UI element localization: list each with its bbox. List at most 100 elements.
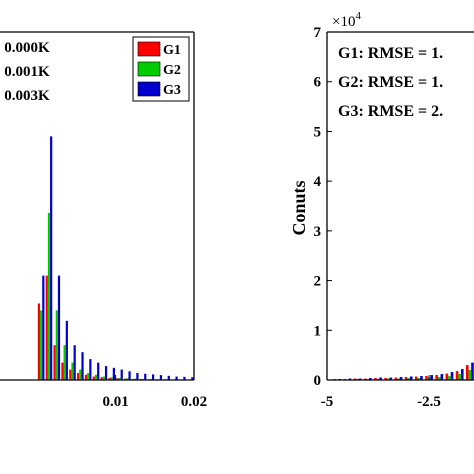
right-annotation-1: G1: RMSE = 1. [338,45,443,62]
right-yticks: 0 1 2 3 4 5 6 7 [314,25,332,389]
bar-g2 [47,212,51,380]
right-xticks: -5 -2.5 [321,375,441,410]
right-ytick-label: 6 [314,75,322,91]
bar-g1 [435,375,438,380]
bar-g3 [191,377,194,380]
bar-g1 [404,377,408,380]
bar-g2 [87,373,90,380]
bar-g1 [353,378,357,380]
bar-g2 [110,377,113,380]
right-xtick-label: -5 [321,394,334,410]
bar-g3 [128,371,131,380]
legend-swatch-g2 [137,61,161,77]
bar-g2 [417,378,421,380]
bar-g3 [159,375,163,380]
right-ytick-label: 7 [314,25,322,41]
bar-g2 [386,378,390,380]
bar-g1 [100,377,103,380]
right-ytick-label: 0 [314,373,322,389]
bar-g2 [63,345,66,380]
bar-g1 [69,369,72,380]
right-multiplier-exp: 4 [355,10,361,22]
bar-g2 [126,378,129,380]
bar-g2 [71,362,74,380]
bar-g2 [94,374,98,380]
bar-g3 [399,377,403,380]
bar-g3 [112,367,115,380]
bar-g3 [57,275,61,380]
bar-g3 [183,376,186,380]
bar-g3 [65,320,68,380]
bar-g2 [79,369,82,380]
bar-g3 [440,374,444,380]
right-multiplier-base: ×10 [332,14,355,30]
bar-g1 [108,377,111,380]
bar-g1 [363,378,367,380]
bar-g3 [73,345,76,380]
bar-g2 [40,310,43,380]
right-ytick-label: 4 [314,174,322,190]
bar-g3 [50,136,53,380]
left-xtick-label: 0.02 [181,394,207,410]
bar-g3 [460,369,464,380]
left-annotation-2: = 0.001K [0,64,50,80]
right-ytick-label: 2 [314,274,322,290]
bar-g3 [151,374,155,380]
bar-g3 [409,376,413,380]
bar-g2 [118,377,121,380]
bar-g1 [414,376,418,380]
right-multiplier: ×104 [332,10,361,30]
left-xtick-label: 0.01 [102,394,128,410]
bar-g3 [81,352,84,380]
bar-g2 [448,376,451,380]
bar-g1 [84,374,88,380]
bar-g3 [389,377,393,380]
bar-g1 [425,376,428,380]
bar-g2 [134,378,137,380]
right-annotation-2: G2: RMSE = 1. [338,74,443,91]
right-ytick-label: 3 [314,224,322,240]
bar-g1 [384,378,387,380]
bar-g3 [42,275,45,380]
bar-g1 [77,373,80,380]
bar-g2 [102,376,105,380]
bar-g2 [468,370,472,380]
bar-g1 [45,275,48,380]
bar-g1 [116,378,119,380]
bar-g3 [450,372,454,380]
bar-g3 [369,378,372,380]
bar-g3 [144,373,147,380]
left-panel: 0.01 0.02 = 0.000K = 0.001K = 0.003K G1 G… [0,31,207,410]
left-legend: G1 G2 G3 [132,36,190,102]
bar-g3 [379,377,382,380]
bar-g3 [167,375,170,380]
bar-g1 [445,373,449,380]
right-annotation-3: G3: RMSE = 2. [338,103,443,120]
bar-g1 [53,345,56,380]
right-bars [333,362,474,380]
bar-g2 [407,378,410,380]
bar-g3 [358,378,362,380]
bar-g1 [92,376,95,380]
bar-g2 [437,377,441,380]
bar-g3 [89,359,92,380]
bar-g2 [55,310,58,380]
bar-g1 [124,378,127,380]
bar-g3 [175,376,178,380]
left-xticks: 0.01 0.02 [102,375,207,410]
legend-swatch-g1 [137,41,161,57]
bar-g3 [348,378,352,380]
legend-label-g3: G3 [163,83,181,98]
left-annotation-3: = 0.003K [0,88,50,104]
right-xtick-label: -2.5 [417,394,441,410]
left-annotation-1: = 0.000K [0,40,50,56]
legend-swatch-g3 [137,81,161,97]
bar-g3 [430,375,433,380]
left-bars [37,136,194,380]
right-ytick-label: 1 [314,323,322,339]
bar-g3 [136,373,139,380]
legend-label-g2: G2 [163,63,181,78]
right-ylabel: Conuts [289,180,309,235]
bar-g2 [458,374,461,380]
